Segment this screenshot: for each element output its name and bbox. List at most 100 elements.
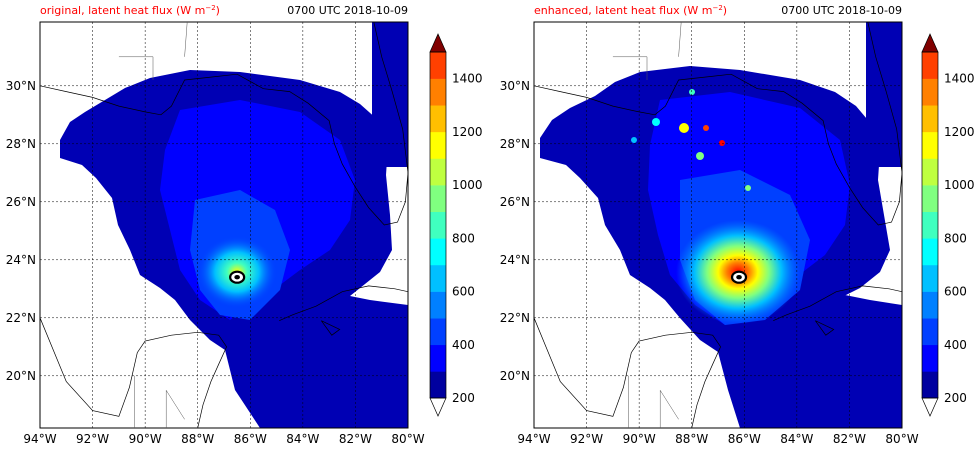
x-tick-label: 88°W	[675, 432, 708, 446]
y-tick-label: 22°N	[500, 311, 530, 325]
colorbar-band	[430, 371, 446, 399]
x-tick-label: 84°W	[780, 432, 813, 446]
colorbar-band	[430, 105, 446, 133]
state-border	[118, 56, 154, 80]
y-tick-label: 24°N	[500, 253, 530, 267]
panel-original: original, latent heat flux (W m−2) 0700 …	[6, 4, 425, 446]
y-tick-label: 28°N	[500, 137, 530, 151]
y-tick-label: 20°N	[500, 369, 530, 383]
state-border	[659, 389, 679, 428]
colorbar-band	[922, 131, 938, 159]
axes-frame-original	[39, 21, 409, 429]
colorbar-band	[922, 158, 938, 186]
panel-original-time: 0700 UTC 2018-10-09	[287, 4, 408, 17]
x-tick-label: 90°W	[623, 432, 656, 446]
colorbar-tick-label: 800	[452, 231, 475, 245]
colorbar-tick-label: 800	[944, 231, 967, 245]
colorbar-tick-label: 1400	[944, 72, 975, 86]
colorbar-band	[922, 211, 938, 239]
colorbar-tick-label: 1000	[944, 178, 975, 192]
state-border	[165, 389, 185, 428]
x-tick-label: 90°W	[129, 432, 162, 446]
colorbar-extend-max	[921, 33, 939, 53]
x-tick-label: 82°W	[339, 432, 372, 446]
colorbar-band	[922, 291, 938, 319]
colorbar-band	[922, 318, 938, 346]
colorbar-tick-label: 400	[944, 338, 967, 352]
colorbar-tick-label: 600	[944, 285, 967, 299]
panel-enhanced: enhanced, latent heat flux (W m−2) 0700 …	[500, 4, 919, 446]
colorbar-band	[922, 78, 938, 106]
x-tick-label: 94°W	[23, 432, 56, 446]
panel-enhanced-title: enhanced, latent heat flux (W m−2)	[534, 4, 727, 17]
x-tick-label: 80°W	[885, 432, 918, 446]
coastline	[40, 22, 408, 226]
coastline	[534, 317, 722, 428]
x-tick-label: 84°W	[286, 432, 319, 446]
y-tick-label: 30°N	[6, 79, 36, 93]
x-tick-label: 80°W	[391, 432, 424, 446]
colorbar-frame	[921, 51, 939, 399]
coastline	[534, 22, 902, 226]
colorbar-band	[430, 238, 446, 266]
coastline	[40, 317, 228, 428]
y-tick-label: 28°N	[6, 137, 36, 151]
coastlines-enhanced	[534, 22, 902, 428]
state-border	[612, 56, 648, 80]
colorbar-band	[430, 211, 446, 239]
colorbar-tick-label: 1200	[944, 125, 975, 139]
y-tick-label: 26°N	[6, 195, 36, 209]
grid-enhanced	[534, 22, 902, 428]
y-ticks-enhanced: 20°N 22°N 24°N 26°N 28°N 30°N	[500, 79, 530, 383]
coastline	[321, 320, 341, 336]
colorbar-band	[430, 78, 446, 106]
map-original	[40, 22, 408, 428]
colorbar-band	[430, 264, 446, 292]
eye-center	[234, 275, 240, 280]
colorbar-extend-min	[921, 397, 939, 417]
y-tick-label: 22°N	[6, 311, 36, 325]
colorbar-original: 200 400 600 800 1000 1200 1400	[429, 33, 483, 417]
panel-original-title: original, latent heat flux (W m−2)	[40, 4, 220, 17]
colorbar-tick-label: 1400	[452, 72, 483, 86]
colorbar-tick-label: 200	[944, 391, 967, 405]
colorbar-band	[430, 318, 446, 346]
coastlines-original	[40, 22, 408, 428]
colorbar-tick-label: 200	[452, 391, 475, 405]
colorbar-band	[430, 185, 446, 212]
axes-frame-enhanced	[533, 21, 903, 429]
x-ticks-enhanced: 94°W 92°W 90°W 88°W 86°W 84°W 82°W 80°W	[517, 432, 918, 446]
state-border	[678, 22, 682, 57]
colorbar-tick-label: 400	[452, 338, 475, 352]
colorbar-band	[430, 291, 446, 319]
atlantic-field-original	[372, 22, 408, 167]
colorbar-band	[430, 131, 446, 159]
colorbar-extend-min	[429, 397, 447, 417]
storm-eye-enhanced	[730, 270, 748, 284]
eye-center	[736, 275, 742, 280]
grid-original	[40, 22, 408, 428]
colorbar-band	[922, 185, 938, 212]
coastline	[279, 285, 408, 322]
colorbar-band	[922, 238, 938, 266]
colorbar-band	[430, 52, 446, 79]
colorbar-tick-label: 1000	[452, 178, 483, 192]
coastline	[815, 320, 835, 336]
y-tick-label: 30°N	[500, 79, 530, 93]
colorbar-band	[430, 158, 446, 186]
y-tick-label: 24°N	[6, 253, 36, 267]
colorbar-tick-label: 600	[452, 285, 475, 299]
atlantic-field-enhanced	[866, 22, 902, 167]
x-tick-label: 86°W	[728, 432, 761, 446]
state-border	[184, 22, 188, 57]
colorbar-frame	[429, 51, 447, 399]
x-tick-label: 88°W	[181, 432, 214, 446]
colorbar-tick-label: 1200	[452, 125, 483, 139]
storm-eye-original	[229, 270, 246, 284]
x-tick-label: 82°W	[833, 432, 866, 446]
x-ticks-original: 94°W 92°W 90°W 88°W 86°W 84°W 82°W 80°W	[23, 432, 424, 446]
map-enhanced	[534, 22, 902, 428]
colorbar-band	[922, 371, 938, 399]
